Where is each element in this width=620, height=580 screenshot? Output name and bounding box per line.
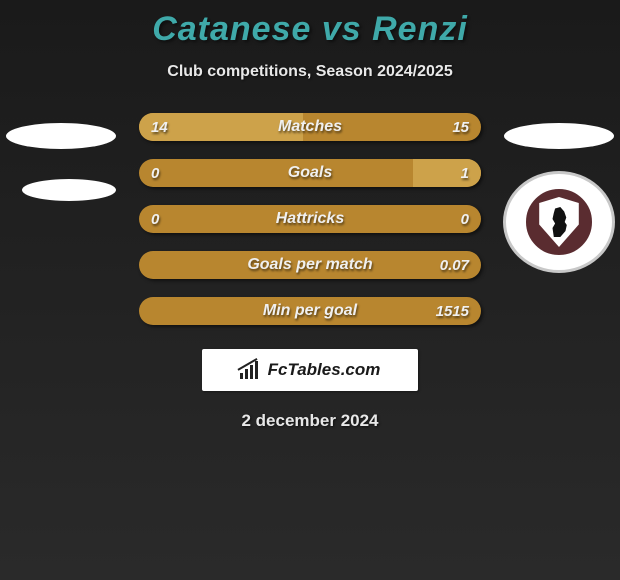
stat-label: Goals [139, 164, 481, 182]
stat-right-value: 0.07 [440, 257, 469, 274]
page-title: Catanese vs Renzi [0, 10, 620, 49]
brand-text: FcTables.com [268, 360, 381, 380]
stat-row-goals-per-match: Goals per match 0.07 [139, 251, 481, 279]
stat-row-min-per-goal: Min per goal 1515 [139, 297, 481, 325]
stat-row-hattricks: 0 Hattricks 0 [139, 205, 481, 233]
stat-label: Hattricks [139, 210, 481, 228]
stat-right-value: 0 [461, 211, 469, 228]
stat-label: Min per goal [139, 302, 481, 320]
stat-row-matches: 14 Matches 15 [139, 113, 481, 141]
stat-right-value: 1 [461, 165, 469, 182]
bar-chart-icon [240, 361, 262, 379]
stat-label: Matches [139, 118, 481, 136]
stat-label: Goals per match [139, 256, 481, 274]
stat-right-value: 1515 [436, 303, 469, 320]
subtitle: Club competitions, Season 2024/2025 [0, 63, 620, 81]
brand-box[interactable]: FcTables.com [202, 349, 418, 391]
stats-container: 14 Matches 15 0 Goals 1 0 Hattricks 0 Go… [0, 113, 620, 325]
stat-right-value: 15 [452, 119, 469, 136]
stat-row-goals: 0 Goals 1 [139, 159, 481, 187]
date-text: 2 december 2024 [0, 411, 620, 431]
